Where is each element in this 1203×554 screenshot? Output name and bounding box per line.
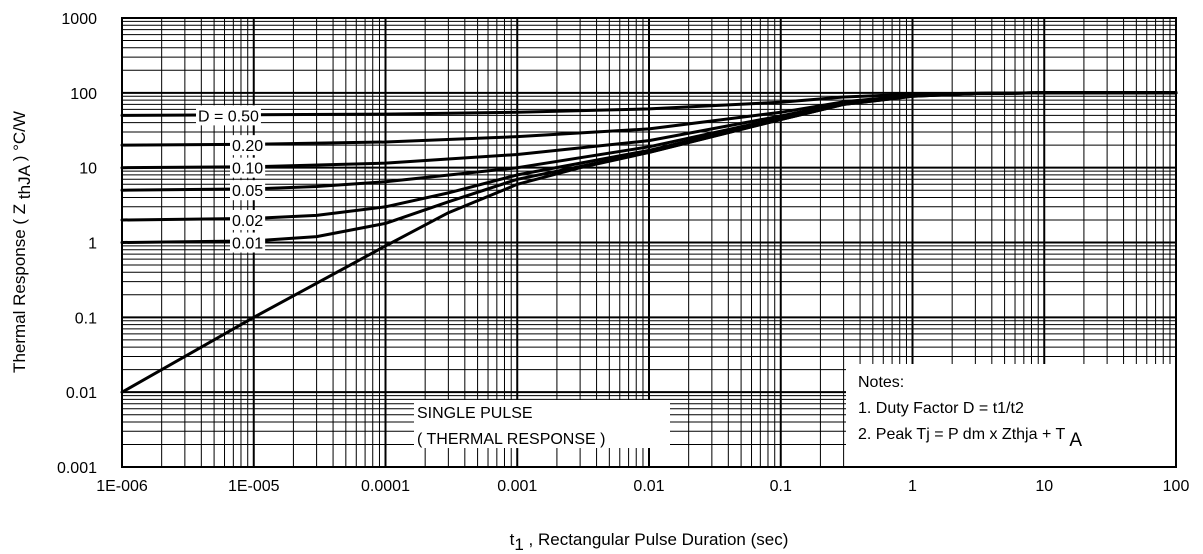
x-tick-labels: 1E-006 1E-005 0.0001 0.001 0.01 0.1 1 10 100 bbox=[96, 478, 1189, 495]
x-tick-label: 10 bbox=[1035, 478, 1053, 495]
series-curve-6 bbox=[120, 91, 1178, 394]
note-peak-tj: 2. Peak Tj = P dm x Zthja + T A bbox=[858, 426, 1082, 451]
y-axis-title-rest: ) °C/W bbox=[10, 111, 29, 166]
y-tick-label: 0.1 bbox=[75, 310, 97, 327]
note-peak-tj-main: 2. Peak Tj = P dm x Zthja + T bbox=[858, 426, 1065, 443]
series-label-bg-5 bbox=[230, 232, 266, 253]
x-axis-title: t1 , Rectangular Pulse Duration (sec) bbox=[510, 530, 789, 554]
note-peak-tj-sub: A bbox=[1069, 430, 1082, 451]
series-label-3: 0.05 bbox=[232, 183, 263, 200]
series-label-4: 0.02 bbox=[232, 213, 263, 230]
x-axis-title-sub: 1 bbox=[514, 535, 523, 554]
notes-title: Notes: bbox=[858, 374, 904, 391]
y-tick-label: 100 bbox=[70, 86, 97, 103]
plot-frame bbox=[121, 17, 1177, 468]
single-pulse-label: SINGLE PULSE bbox=[417, 405, 533, 422]
y-axis-title: Thermal Response ( Z thJA ) °C/W bbox=[10, 111, 34, 373]
series-label-5: 0.01 bbox=[232, 236, 263, 253]
x-tick-label: 0.0001 bbox=[361, 478, 410, 495]
y-axis-title-sub: thJA bbox=[15, 164, 34, 199]
x-axis-title-rest: , Rectangular Pulse Duration (sec) bbox=[524, 530, 789, 549]
single-pulse-label-bg bbox=[414, 400, 670, 448]
y-tick-labels: 0.001 0.01 0.1 1 10 100 1000 bbox=[57, 11, 97, 477]
y-tick-label: 10 bbox=[79, 161, 97, 178]
series-label-bg-1 bbox=[230, 135, 266, 156]
x-tick-label: 100 bbox=[1163, 478, 1190, 495]
notes-box: Notes: 1. Duty Factor D = t1/t2 2. Peak … bbox=[846, 364, 1178, 466]
y-axis-title-main: Thermal Response ( Z bbox=[10, 199, 29, 373]
series-label-bg-3 bbox=[230, 180, 266, 201]
single-pulse-annotation: SINGLE PULSE ( THERMAL RESPONSE ) bbox=[414, 400, 670, 448]
series-label-bg-0 bbox=[196, 105, 261, 126]
series-label-1: 0.20 bbox=[232, 138, 263, 155]
y-tick-label: 0.01 bbox=[66, 385, 97, 402]
x-tick-label: 0.01 bbox=[633, 478, 664, 495]
x-tick-label: 1 bbox=[908, 478, 917, 495]
thermal-response-label: ( THERMAL RESPONSE ) bbox=[417, 431, 605, 448]
x-tick-label: 0.1 bbox=[770, 478, 792, 495]
series-label-0: D = 0.50 bbox=[198, 108, 259, 125]
x-tick-label: 1E-005 bbox=[228, 478, 280, 495]
x-axis-title-main: t bbox=[510, 530, 515, 549]
series-labels: D = 0.50 0.20 0.10 0.05 0.02 0.01 bbox=[196, 105, 266, 253]
notes-box-bg bbox=[846, 364, 1178, 466]
series-label-bg-4 bbox=[230, 209, 266, 230]
y-tick-label: 0.001 bbox=[57, 460, 97, 477]
curves bbox=[120, 91, 1178, 394]
series-label-2: 0.10 bbox=[232, 161, 263, 178]
x-tick-label: 1E-006 bbox=[96, 478, 148, 495]
y-tick-label: 1000 bbox=[61, 11, 97, 28]
note-duty-factor: 1. Duty Factor D = t1/t2 bbox=[858, 400, 1024, 417]
y-tick-label: 1 bbox=[88, 236, 97, 253]
series-label-bg-2 bbox=[230, 157, 266, 178]
x-tick-label: 0.001 bbox=[497, 478, 537, 495]
